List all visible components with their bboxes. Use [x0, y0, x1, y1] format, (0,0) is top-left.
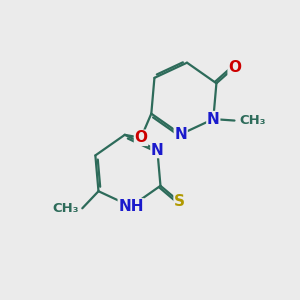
- Text: S: S: [174, 194, 185, 209]
- Text: O: O: [134, 130, 148, 145]
- Text: O: O: [228, 60, 241, 75]
- Text: N: N: [207, 112, 220, 127]
- Text: CH₃: CH₃: [240, 114, 266, 127]
- Text: NH: NH: [118, 199, 144, 214]
- Text: CH₃: CH₃: [53, 202, 80, 215]
- Text: N: N: [174, 127, 187, 142]
- Text: N: N: [151, 142, 164, 158]
